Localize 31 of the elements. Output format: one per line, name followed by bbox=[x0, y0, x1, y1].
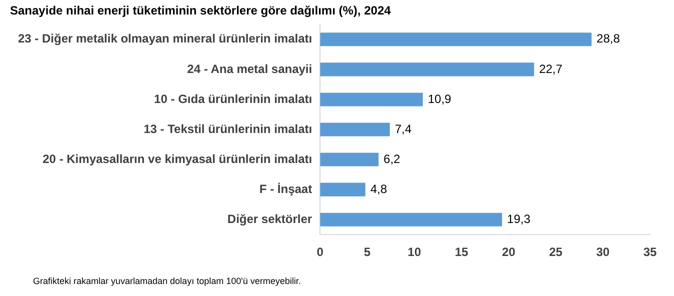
data-label: 4,8 bbox=[370, 182, 388, 196]
x-tick-label: 30 bbox=[596, 245, 610, 260]
y-tick-label: 13 - Tekstil ürünlerinin imalatı bbox=[144, 122, 312, 136]
x-tick-label: 5 bbox=[364, 245, 371, 260]
x-tick-label: 15 bbox=[454, 245, 468, 260]
y-tick-label: F - İnşaat bbox=[259, 182, 312, 196]
y-tick-label: Diğer sektörler bbox=[227, 212, 312, 226]
data-label: 10,9 bbox=[428, 92, 452, 106]
y-tick-label: 24 - Ana metal sanayii bbox=[187, 62, 312, 76]
bar bbox=[320, 62, 534, 76]
data-label: 6,2 bbox=[384, 152, 401, 166]
bar bbox=[320, 182, 366, 196]
x-tick-label: 0 bbox=[316, 245, 324, 260]
data-label: 19,3 bbox=[507, 212, 531, 226]
data-label: 7,4 bbox=[394, 122, 412, 136]
x-tick-label: 20 bbox=[502, 245, 516, 260]
text: Sanayide nihai enerji tüketiminin sektörlere göre dağılımı (%), 2024 bbox=[10, 4, 392, 18]
bar bbox=[320, 152, 379, 166]
y-tick-label: 10 - Gıda ürünlerinin imalatı bbox=[154, 92, 312, 106]
data-label: 28,8 bbox=[596, 32, 620, 46]
bar bbox=[320, 212, 502, 226]
x-tick-label: 10 bbox=[408, 245, 422, 260]
x-tick-label: 25 bbox=[549, 245, 563, 260]
y-tick-label: 23 - Diğer metalik olmayan mineral ürünlerin imalatı bbox=[18, 32, 312, 46]
text: Grafikteki rakamlar yuvarlamadan dolayı toplam 100'ü vermeyebilir. bbox=[33, 276, 301, 286]
bar bbox=[320, 32, 592, 46]
bar bbox=[320, 92, 423, 106]
x-tick-label: 35 bbox=[643, 245, 657, 260]
y-tick-label: 20 - Kimyasalların ve kimyasal ürünlerin imalatı bbox=[42, 152, 312, 166]
bar bbox=[320, 122, 390, 136]
data-label: 22,7 bbox=[539, 62, 563, 76]
